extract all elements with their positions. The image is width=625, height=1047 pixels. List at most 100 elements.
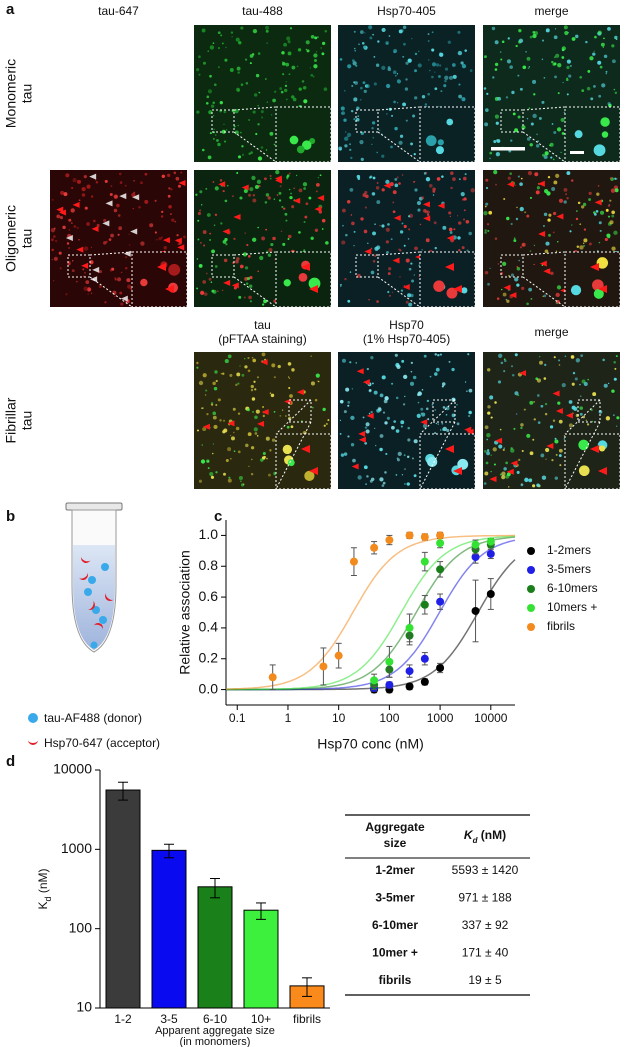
spot: [284, 212, 288, 216]
spot: [396, 364, 401, 369]
spot: [387, 67, 392, 72]
spot: [396, 73, 399, 75]
spot: [298, 272, 308, 282]
spot: [245, 282, 249, 285]
spot: [403, 224, 407, 229]
spot: [235, 37, 240, 42]
spot: [81, 186, 86, 192]
panel-label: b: [6, 508, 15, 525]
y-tick-label: 0.2: [199, 649, 219, 665]
table-cell: 3-5mer: [375, 891, 415, 905]
spot: [607, 204, 611, 207]
spot: [533, 263, 535, 266]
spot: [273, 198, 276, 200]
point: [420, 557, 429, 566]
spot: [448, 227, 453, 232]
legend-label: fibrils: [547, 619, 575, 633]
spot: [385, 179, 390, 185]
point: [420, 654, 429, 663]
spot: [233, 237, 236, 241]
spot: [446, 118, 454, 126]
spot: [448, 211, 452, 215]
spot: [370, 355, 374, 360]
spot: [399, 230, 404, 234]
spot: [364, 426, 368, 429]
arrowhead: [446, 235, 454, 242]
spot: [421, 196, 425, 200]
spot: [575, 34, 579, 39]
spot: [357, 475, 362, 480]
spot: [586, 86, 591, 91]
inset-connector: [89, 276, 133, 308]
spot: [51, 258, 53, 261]
spot: [375, 63, 380, 67]
spot: [68, 218, 72, 222]
spot: [554, 439, 559, 444]
point: [436, 597, 445, 606]
spot: [273, 299, 277, 303]
spot: [264, 78, 267, 80]
spot: [317, 380, 320, 383]
spot: [612, 59, 616, 64]
spot: [413, 274, 415, 276]
spot: [290, 192, 293, 195]
spot: [349, 187, 354, 192]
spot: [405, 119, 408, 122]
spot: [395, 474, 398, 476]
spot: [343, 118, 347, 122]
spot: [168, 187, 171, 190]
spot: [370, 477, 375, 482]
spot: [288, 73, 291, 76]
spot: [503, 197, 506, 200]
spot: [144, 172, 148, 176]
error-bar: [118, 781, 128, 801]
spot: [461, 64, 467, 69]
spot: [117, 214, 121, 217]
arrowhead: [555, 408, 563, 415]
spot: [240, 131, 242, 134]
spot: [491, 26, 496, 31]
spot: [485, 202, 489, 206]
spot: [484, 425, 489, 430]
spot: [233, 431, 235, 434]
spot: [364, 190, 368, 195]
spot: [209, 232, 212, 235]
spot: [223, 258, 228, 263]
error-bar: [210, 877, 220, 899]
spot: [439, 429, 442, 431]
spot: [110, 185, 113, 187]
point: [471, 540, 480, 549]
spot: [209, 45, 215, 50]
spot: [551, 60, 554, 64]
spot: [517, 115, 521, 119]
spot: [71, 222, 73, 224]
spot: [431, 403, 434, 406]
spot: [212, 137, 215, 140]
spot: [98, 270, 102, 274]
spot: [347, 435, 350, 438]
spot: [239, 365, 241, 367]
spot: [289, 196, 293, 200]
spot: [513, 239, 517, 243]
spot: [353, 230, 356, 233]
x-tick-label: 1: [285, 711, 292, 725]
spot: [282, 207, 286, 210]
spot: [377, 40, 380, 43]
inset-connector: [419, 399, 456, 435]
micrograph: [338, 170, 476, 308]
spot: [119, 181, 123, 184]
spot: [285, 415, 287, 417]
spot: [553, 56, 556, 59]
spot: [379, 447, 383, 452]
spot: [529, 35, 533, 39]
spot: [568, 74, 572, 78]
spot: [607, 102, 611, 106]
spot: [579, 223, 582, 225]
spot: [381, 65, 386, 71]
spot: [251, 356, 254, 359]
inset-source: [355, 254, 379, 278]
spot: [286, 425, 290, 429]
spot: [549, 425, 554, 429]
inset-frame: [419, 251, 476, 308]
spot: [154, 199, 157, 202]
